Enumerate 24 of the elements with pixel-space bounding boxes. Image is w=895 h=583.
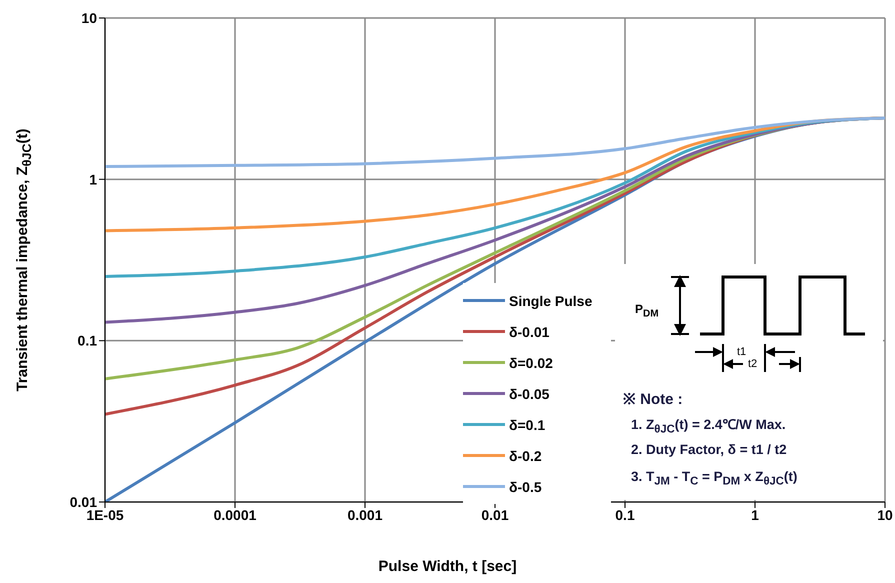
annotation: 1. Z$_{θJC}$(t) = 2.4℃/W Max. [631, 416, 786, 436]
x-tick-label: 0.001 [347, 506, 383, 523]
legend-label: δ-0.05 [509, 386, 550, 402]
x-tick-label: 0.1 [615, 506, 635, 523]
x-tick-label: 0.0001 [214, 506, 257, 523]
x-tick-label: 0.01 [481, 506, 509, 523]
annotation: t2 [748, 358, 758, 370]
legend-label: δ-0.2 [509, 448, 542, 464]
legend-label: δ-0.01 [509, 324, 550, 340]
text: 3. T$_{JM}$ - T$_{C}$ = P$_{DM}$ x Z$_{θJC}$(t) [631, 469, 798, 488]
annotation: 2. Duty Factor, δ = t1 / t2 [631, 442, 787, 457]
annotation: ※ Note : [623, 390, 683, 408]
x-axis-title: Pulse Width, t [sec] [378, 558, 517, 575]
y-tick-label: 1 [89, 171, 98, 188]
y-tick-label: 10 [81, 10, 98, 26]
legend-label: Single Pulse [509, 292, 592, 308]
legend-label: δ-0.5 [509, 478, 542, 494]
y-tick-label: 0.1 [78, 332, 98, 349]
x-tick-label: 1 [751, 506, 760, 523]
annotation: P$_{DM}$ [635, 302, 659, 320]
legend-label: δ=0.1 [509, 416, 546, 432]
annotation: t1 [737, 346, 746, 358]
legend-label: δ=0.02 [509, 354, 553, 370]
x-tick-label: 10 [877, 506, 893, 523]
